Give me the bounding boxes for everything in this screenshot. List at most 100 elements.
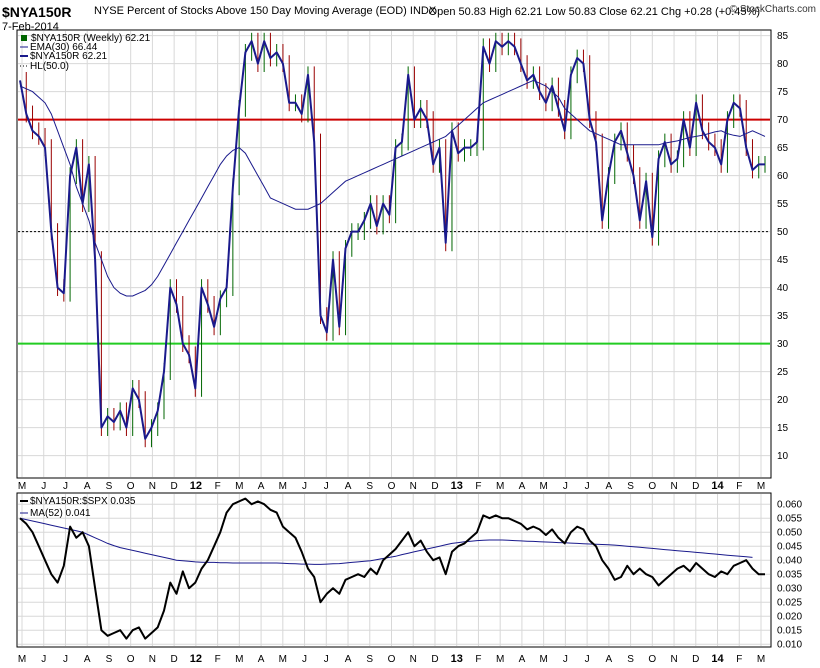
x-tick-label: J: [63, 654, 68, 665]
x-tick-label: A: [345, 481, 352, 492]
x-tick-label: D: [171, 481, 178, 492]
x-tick-label: O: [388, 654, 396, 665]
x-tick-label: F: [215, 481, 221, 492]
x-tick-label: J: [302, 654, 307, 665]
x-tick-label: S: [366, 481, 373, 492]
x-tick-label: O: [388, 481, 396, 492]
ratio-series-lines: [19, 497, 765, 640]
x-tick-label: A: [84, 481, 91, 492]
x-tick-label: M: [279, 654, 287, 665]
x-tick-label: 14: [711, 653, 724, 665]
x-tick-label: M: [235, 654, 243, 665]
ratio-grid: [18, 494, 770, 646]
x-tick-label: M: [539, 654, 547, 665]
legend-swatch-weekly: [21, 35, 27, 41]
x-tick-label: J: [585, 481, 590, 492]
y-tick-label: 0.045: [777, 542, 802, 553]
y-tick-label: 0.060: [777, 500, 802, 511]
x-tick-label: J: [41, 654, 46, 665]
y-tick-label: 0.040: [777, 556, 802, 567]
x-tick-label: A: [519, 654, 526, 665]
x-tick-label: 12: [190, 480, 202, 492]
weekly-range-bars: [25, 32, 766, 448]
x-tick-label: A: [345, 654, 352, 665]
x-tick-label: N: [410, 481, 417, 492]
y-tick-label: 0.055: [777, 514, 802, 525]
x-tick-label: D: [431, 481, 438, 492]
y-tick-label: 15: [777, 423, 789, 434]
legend-ema: EMA(30) 66.44: [30, 42, 98, 53]
legend-ratio: $NYA150R:$SPX 0.035: [30, 496, 136, 507]
x-tick-label: M: [496, 654, 504, 665]
legend-weekly: $NYA150R (Weekly) 62.21: [31, 33, 151, 44]
y-tick-label: 65: [777, 143, 789, 154]
x-tick-label: N: [670, 481, 677, 492]
brand-watermark: © StockCharts.com: [729, 4, 816, 15]
ratio-x-axis: M J J A S O N D 12 F M A M J J A S O N D 13 F M A M J J A S O N D 14 F M: [18, 653, 765, 665]
ohlc-readout: Open 50.83 High 62.21 Low 50.83 Close 62…: [428, 6, 760, 18]
x-tick-label: F: [475, 654, 481, 665]
ratio-y-ticks: 0.010 0.015 0.020 0.025 0.030 0.035 0.040 0.045…: [777, 500, 802, 651]
x-tick-label: J: [324, 481, 329, 492]
x-tick-label: A: [258, 654, 265, 665]
x-tick-label: N: [410, 654, 417, 665]
y-tick-label: 45: [777, 255, 789, 266]
main-price-panel: 10 15 20 25 30 35 40 45 50 55 60 65 70 75 80 85 $NYA150…: [16, 29, 789, 479]
x-tick-label: D: [171, 654, 178, 665]
y-tick-label: 60: [777, 171, 789, 182]
main-y-ticks: 10 15 20 25 30 35 40 45 50 55 60 65 70 75 80 85: [777, 31, 789, 462]
x-tick-label: J: [302, 481, 307, 492]
x-tick-label: O: [648, 654, 656, 665]
y-tick-label: 0.010: [777, 640, 802, 651]
main-legend: $NYA150R (Weekly) 62.21 EMA(30) 66.44 $N…: [20, 33, 151, 72]
main-series-lines: [19, 40, 766, 440]
x-tick-label: M: [496, 481, 504, 492]
nya150r-close-line: [19, 40, 765, 440]
x-tick-label: A: [258, 481, 265, 492]
y-tick-label: 0.015: [777, 626, 802, 637]
x-tick-label: 13: [451, 653, 463, 665]
legend-hl: HL(50.0): [30, 61, 69, 72]
y-tick-label: 0.035: [777, 570, 802, 581]
x-tick-label: O: [127, 654, 135, 665]
ratio-panel-frame: [16, 492, 772, 648]
x-tick-label: M: [18, 481, 26, 492]
y-tick-label: 0.050: [777, 528, 802, 539]
chart-symbol: $NYA150R: [2, 4, 72, 20]
x-tick-label: J: [63, 481, 68, 492]
x-tick-label: S: [627, 654, 634, 665]
chart-description: NYSE Percent of Stocks Above 150 Day Mov…: [94, 5, 437, 17]
x-tick-label: A: [84, 654, 91, 665]
x-tick-label: S: [106, 654, 113, 665]
x-tick-label: F: [736, 654, 742, 665]
ratio-panel: 0.010 0.015 0.020 0.025 0.030 0.035 0.040 0.045…: [16, 492, 802, 651]
x-tick-label: F: [736, 481, 742, 492]
x-tick-label: M: [18, 654, 26, 665]
ratio-legend: $NYA150R:$SPX 0.035 MA(52) 0.041: [20, 496, 136, 519]
x-tick-label: 14: [711, 480, 724, 492]
x-tick-label: O: [127, 481, 135, 492]
y-tick-label: 10: [777, 451, 789, 462]
y-tick-label: 0.025: [777, 598, 802, 609]
x-tick-label: A: [519, 481, 526, 492]
x-tick-label: M: [757, 654, 765, 665]
y-tick-label: 20: [777, 395, 789, 406]
legend-close: $NYA150R 62.21: [30, 51, 108, 62]
x-tick-label: N: [149, 481, 156, 492]
x-tick-label: J: [585, 654, 590, 665]
ema30-line: [19, 79, 766, 297]
x-tick-label: J: [563, 481, 568, 492]
x-tick-label: S: [106, 481, 113, 492]
y-tick-label: 40: [777, 283, 789, 294]
x-tick-label: J: [41, 481, 46, 492]
y-tick-label: 55: [777, 199, 789, 210]
x-tick-label: J: [563, 654, 568, 665]
x-tick-label: D: [692, 654, 699, 665]
x-tick-label: D: [431, 654, 438, 665]
y-tick-label: 30: [777, 339, 789, 350]
y-tick-label: 70: [777, 115, 789, 126]
y-tick-label: 75: [777, 87, 789, 98]
main-reference-lines: [18, 118, 770, 345]
y-tick-label: 80: [777, 59, 789, 70]
y-tick-label: 25: [777, 367, 789, 378]
